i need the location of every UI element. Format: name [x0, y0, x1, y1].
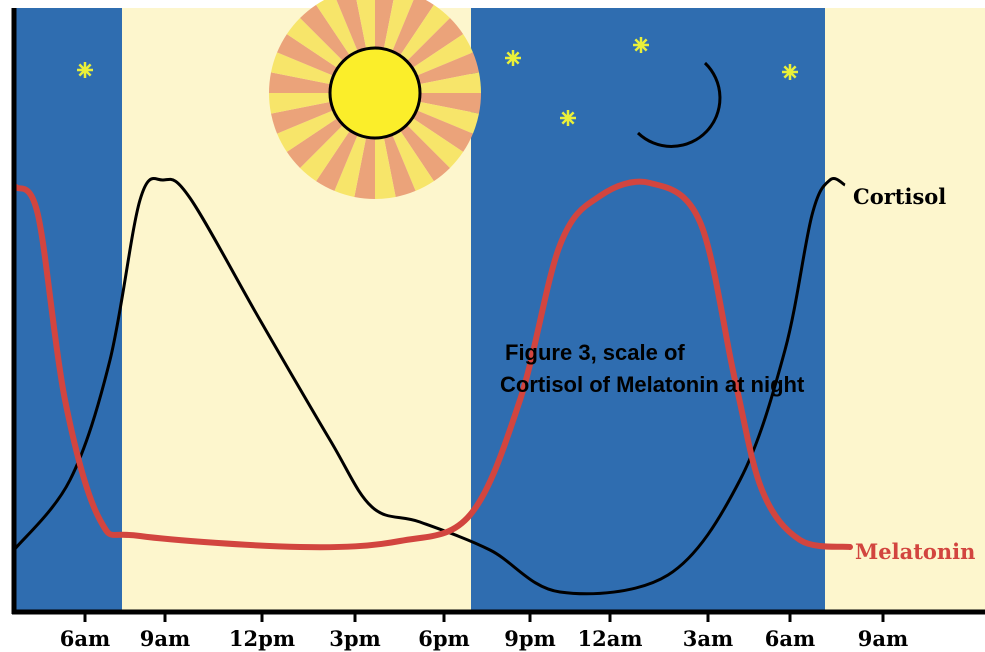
night-band	[14, 8, 122, 612]
star	[77, 62, 93, 78]
cortisol-label: Cortisol	[853, 184, 946, 209]
x-tick-label: 3pm	[329, 626, 381, 651]
melatonin-curve	[13, 178, 853, 551]
day-band	[825, 8, 985, 612]
stars	[77, 37, 798, 126]
caption-line: Figure 3, scale of	[505, 340, 685, 365]
x-tick-label: 9am	[858, 626, 908, 651]
moon	[636, 61, 722, 148]
night-band	[471, 8, 825, 612]
x-tick-label: 3am	[683, 626, 733, 651]
x-tick-label: 9am	[140, 626, 190, 651]
melatonin-label: Melatonin	[855, 539, 975, 564]
caption-line: Cortisol of Melatonin at night	[500, 372, 805, 397]
x-tick-label: 6am	[60, 626, 110, 651]
cortisol-curve	[12, 177, 846, 596]
x-ticks: 6am 9am 12pm 3pm 6pm 9pm 12am 3am 6am 9am	[60, 612, 908, 651]
x-tick-label: 6pm	[418, 626, 470, 651]
x-tick-label: 12pm	[229, 626, 295, 651]
star	[505, 50, 521, 66]
star	[633, 37, 649, 53]
sun-ray	[356, 0, 375, 93]
sun	[328, 46, 422, 140]
sun-ray	[375, 0, 394, 93]
star	[560, 110, 576, 126]
x-tick-label: 6am	[765, 626, 815, 651]
x-tick-label: 9pm	[504, 626, 556, 651]
x-tick-label: 12am	[577, 626, 642, 651]
star	[782, 64, 798, 80]
